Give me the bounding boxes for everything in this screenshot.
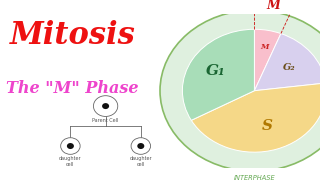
Text: G₂: G₂ [284, 63, 296, 72]
Circle shape [160, 10, 320, 171]
Text: Parent Cell: Parent Cell [92, 118, 119, 123]
Text: S: S [262, 119, 273, 133]
Wedge shape [254, 29, 281, 91]
Circle shape [102, 103, 109, 109]
Wedge shape [191, 83, 320, 152]
Text: M: M [260, 43, 268, 51]
Circle shape [67, 143, 74, 149]
Text: INTERPHASE: INTERPHASE [234, 175, 275, 180]
Text: The "M" Phase: The "M" Phase [6, 80, 139, 97]
Wedge shape [254, 34, 320, 91]
Text: daughter
cell: daughter cell [59, 156, 82, 167]
Circle shape [131, 138, 150, 154]
Text: Mitosis: Mitosis [10, 20, 135, 51]
Text: G₁: G₁ [206, 64, 226, 78]
Wedge shape [182, 29, 254, 120]
Circle shape [61, 138, 80, 154]
Circle shape [137, 143, 144, 149]
Text: daughter
cell: daughter cell [130, 156, 152, 167]
Circle shape [93, 96, 118, 116]
Text: M: M [267, 0, 280, 12]
